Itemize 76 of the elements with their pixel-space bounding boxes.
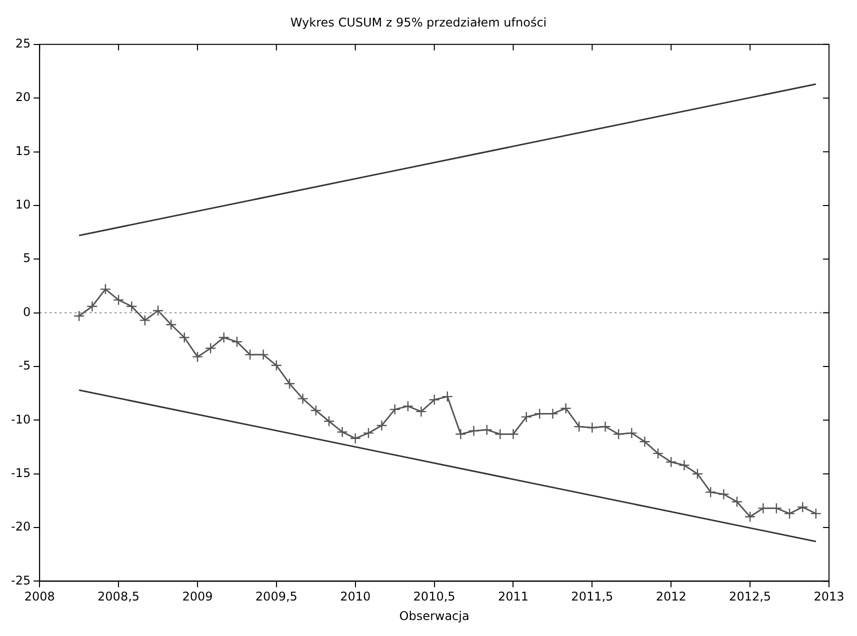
x-tick-label: 2010 — [340, 590, 371, 604]
point — [666, 456, 677, 468]
x-tick-label: 2010,5 — [413, 590, 456, 604]
point — [442, 390, 454, 402]
point — [376, 420, 388, 432]
chart-title: Wykres CUSUM z 95% przedziałem ufności — [290, 15, 547, 30]
point — [192, 351, 204, 362]
point — [336, 426, 348, 438]
point — [692, 468, 704, 480]
point — [626, 427, 638, 439]
y-tick-label: -20 — [10, 520, 31, 534]
point — [810, 508, 822, 520]
point — [389, 404, 400, 416]
x-tick-label: 2011 — [498, 590, 529, 604]
point — [481, 424, 492, 436]
point — [612, 428, 624, 440]
point — [323, 416, 335, 427]
point — [86, 300, 98, 312]
point — [652, 448, 664, 460]
point — [520, 411, 532, 423]
y-tick-label: 10 — [15, 198, 31, 212]
point — [258, 349, 269, 360]
y-tick-label: -10 — [10, 412, 31, 426]
point — [152, 305, 164, 316]
point — [297, 393, 308, 404]
x-tick-label: 2008 — [24, 590, 55, 604]
y-tick-label: 5 — [22, 251, 31, 266]
point — [639, 436, 650, 448]
point — [139, 314, 151, 326]
point — [731, 496, 743, 508]
y-tick-label: 20 — [15, 90, 31, 104]
point — [402, 400, 414, 412]
y-tick-label: -5 — [18, 358, 31, 373]
x-tick-label: 2012 — [656, 590, 686, 604]
point — [112, 294, 124, 306]
x-axis-title: Obserwacja — [399, 608, 470, 623]
point — [310, 404, 322, 416]
x-tick-label: 2012,5 — [729, 590, 772, 604]
point — [350, 432, 361, 444]
point — [218, 332, 230, 344]
point — [166, 319, 177, 330]
point — [797, 502, 808, 513]
point — [428, 394, 440, 406]
point — [416, 406, 427, 418]
point — [573, 421, 585, 432]
x-tick-label: 2009,5 — [255, 590, 298, 604]
x-tick-label: 2009 — [182, 590, 213, 604]
point — [508, 428, 519, 440]
point — [784, 508, 796, 520]
point — [178, 332, 190, 344]
point — [704, 486, 716, 498]
point — [270, 360, 282, 372]
point — [718, 488, 730, 500]
y-tick-label: 0 — [22, 304, 31, 319]
point — [204, 342, 216, 354]
point — [284, 378, 296, 390]
point — [744, 511, 756, 522]
y-tick-label: -25 — [10, 573, 31, 588]
point — [126, 300, 138, 312]
x-tick-label: 2008,5 — [98, 590, 140, 604]
y-tick-label: 25 — [15, 36, 31, 51]
point — [100, 284, 112, 295]
x-tick-label: 2011,5 — [571, 590, 614, 604]
point — [231, 336, 243, 348]
point — [468, 425, 480, 436]
point — [73, 310, 85, 322]
point — [494, 428, 506, 440]
point — [600, 421, 611, 432]
y-tick-label: 15 — [15, 144, 31, 158]
point — [678, 460, 690, 471]
point — [560, 402, 572, 414]
y-tick-label: -15 — [10, 466, 31, 480]
point — [455, 428, 466, 440]
point — [362, 427, 374, 439]
point — [244, 349, 256, 360]
x-tick-label: 2013 — [814, 590, 844, 604]
